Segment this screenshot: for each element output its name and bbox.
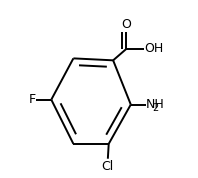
Text: Cl: Cl <box>102 160 114 173</box>
Text: 2: 2 <box>152 103 159 113</box>
Text: F: F <box>29 93 36 106</box>
Text: OH: OH <box>144 43 164 56</box>
Text: O: O <box>122 18 131 31</box>
Text: NH: NH <box>146 98 165 111</box>
